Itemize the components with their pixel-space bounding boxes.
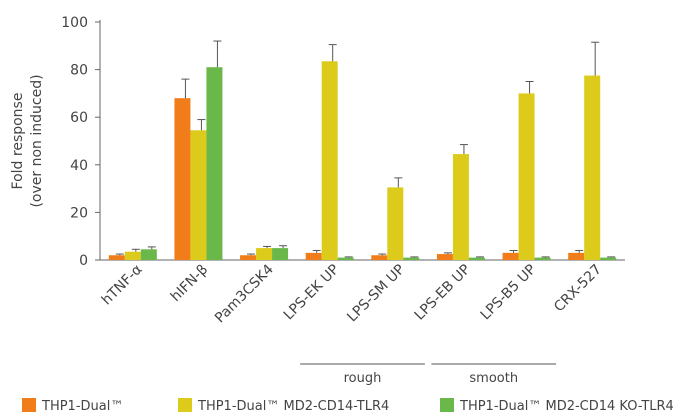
- bar: [502, 252, 519, 260]
- bar: [256, 248, 273, 260]
- bar: [140, 249, 157, 260]
- bar: [206, 67, 223, 260]
- bar: [436, 254, 453, 260]
- bar: [518, 93, 535, 261]
- x-tick-label: Pam3CSK4: [212, 261, 277, 326]
- x-tick-label: LPS-EB UP: [412, 262, 474, 324]
- y-tick-label: 20: [70, 205, 88, 221]
- bar: [321, 61, 338, 260]
- bar: [305, 252, 322, 260]
- bar: [452, 154, 469, 260]
- x-tick-label: hIFN-β: [168, 262, 211, 305]
- bar: [568, 252, 585, 260]
- bar: [468, 257, 485, 260]
- group-label: rough: [344, 371, 382, 386]
- x-tick-label: CRX-527: [551, 262, 605, 316]
- bar: [371, 255, 388, 260]
- y-tick-label: 40: [70, 158, 88, 174]
- y-axis-label-line: (over non induced): [29, 74, 45, 207]
- y-tick-label: 100: [61, 15, 88, 31]
- bar: [337, 257, 354, 260]
- y-tick-label: 0: [79, 253, 88, 269]
- x-tick-label: hTNF-α: [99, 262, 146, 309]
- legend-swatch: [440, 398, 454, 412]
- legend-swatch: [22, 398, 36, 412]
- plot-area: Fold response (over non induced) 0 20 40 60 80…: [10, 15, 625, 386]
- y-tick-label: 60: [70, 110, 88, 126]
- x-tick-label: LPS-B5 UP: [478, 262, 540, 324]
- bar: [174, 98, 191, 260]
- bar: [534, 257, 551, 260]
- y-axis-label: Fold response (over non induced): [10, 74, 45, 207]
- legend: THP1-Dual™ THP1-Dual™ MD2-CD14-TLR4 THP1-D…: [22, 398, 674, 414]
- legend-label: THP1-Dual™: [41, 399, 123, 414]
- bar: [272, 248, 289, 260]
- bar: [600, 257, 617, 260]
- bar: [124, 251, 141, 260]
- y-axis-label-line: Fold response: [10, 93, 26, 190]
- legend-swatch: [178, 398, 192, 412]
- bar: [584, 75, 601, 260]
- y-tick-label: 80: [70, 63, 88, 79]
- x-tick-label: LPS-EK UP: [281, 262, 343, 324]
- group-label: smooth: [469, 371, 518, 386]
- bar: [387, 187, 404, 260]
- bar: [240, 255, 257, 260]
- legend-label: THP1-Dual™ MD2-CD14 KO-TLR4: [459, 399, 674, 414]
- x-tick-label: LPS-SM UP: [344, 262, 408, 326]
- legend-label: THP1-Dual™ MD2-CD14-TLR4: [197, 399, 389, 414]
- bar: [403, 257, 420, 260]
- bar: [108, 255, 125, 260]
- bar: [190, 130, 207, 260]
